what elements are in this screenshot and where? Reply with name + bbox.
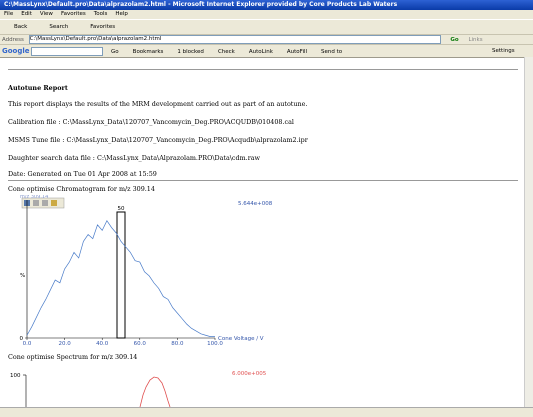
- go-button[interactable]: Go: [450, 37, 458, 43]
- toolbar: Back Search Favorites: [0, 19, 533, 35]
- browser-window: C:\MassLynx\Default.pro\Data\alprazolam2…: [0, 0, 533, 416]
- menu-bar: File Edit View Favorites Tools Help: [0, 10, 533, 19]
- x-tick-label: 40.0: [96, 341, 109, 347]
- menu-item[interactable]: Edit: [21, 11, 32, 17]
- google-item[interactable]: 1 blocked: [177, 49, 204, 55]
- spectrum-title: Cone optimise Spectrum for m/z 309.14: [8, 353, 137, 361]
- toolbar-button[interactable]: Search: [49, 24, 68, 30]
- report-line: This report displays the results of the …: [8, 100, 307, 108]
- menu-item[interactable]: View: [40, 11, 53, 17]
- x-label: Cone Voltage / V: [218, 336, 264, 342]
- x-tick-label: 0.0: [23, 341, 32, 347]
- icon[interactable]: [33, 200, 39, 206]
- menu-item[interactable]: Help: [115, 11, 128, 17]
- content: Autotune Report This report displays the…: [0, 57, 524, 407]
- google-item[interactable]: Bookmarks: [133, 49, 164, 55]
- address-label: Address: [2, 37, 24, 43]
- report-heading: Autotune Report: [8, 84, 68, 92]
- x-tick-label: 80.0: [171, 341, 184, 347]
- chart-title: Cone optimise Chromatogram for m/z 309.1…: [8, 185, 155, 193]
- address-field[interactable]: C:\MassLynx\Default.pro\Data\alprazolam2…: [29, 35, 441, 44]
- report-line: Date: Generated on Tue 01 Apr 2008 at 15…: [8, 170, 157, 178]
- toolbar-button[interactable]: Back: [14, 24, 27, 30]
- marker-label: 50: [118, 206, 125, 212]
- report-line: Daughter search data file : C:\MassLynx_…: [8, 154, 260, 162]
- links[interactable]: Links: [468, 37, 482, 43]
- ion-label: m/z 309.14: [20, 195, 48, 200]
- google-item[interactable]: AutoFill: [287, 49, 307, 55]
- intensity-label: 6.000e+005: [232, 371, 267, 377]
- y-label: %: [20, 273, 25, 279]
- marker: [117, 212, 125, 338]
- google-item[interactable]: Send to: [321, 49, 342, 55]
- spectrum: 100 6.000e+005: [0, 365, 300, 407]
- x-tick-label: 60.0: [134, 341, 147, 347]
- rule: [8, 69, 518, 70]
- spectrum-curve: [140, 377, 170, 407]
- menu-item[interactable]: Tools: [94, 11, 108, 17]
- google-item[interactable]: Check: [218, 49, 235, 55]
- google-brand: Google: [2, 47, 30, 55]
- icon[interactable]: [42, 200, 48, 206]
- page: report {"window": {"title": "C:\\MassLyn…: [0, 0, 533, 416]
- menu-item[interactable]: File: [4, 11, 13, 17]
- toolbar-button[interactable]: Favorites: [90, 24, 115, 30]
- intensity-label: 5.644e+008: [238, 201, 273, 207]
- google-items: Go Bookmarks 1 blocked Check AutoLink AutoFil…: [111, 49, 356, 55]
- google-item[interactable]: Go: [111, 49, 119, 55]
- icon[interactable]: [51, 200, 57, 206]
- google-toolbar: Google Go Bookmarks 1 blocked Check AutoLink…: [0, 44, 533, 58]
- y-tick-label: 0: [20, 336, 24, 342]
- rule: [8, 180, 518, 181]
- window-title: C:\MassLynx\Default.pro\Data\alprazolam2…: [4, 1, 397, 8]
- google-item[interactable]: AutoLink: [249, 49, 273, 55]
- settings[interactable]: Settings: [492, 45, 515, 57]
- y-tick-label: 100: [10, 373, 21, 379]
- scrollbar[interactable]: [524, 57, 533, 407]
- report-line: MSMS Tune file : C:\MassLynx_Data\120707…: [8, 136, 308, 144]
- x-tick-label: 20.0: [58, 341, 71, 347]
- menu-item[interactable]: Favorites: [61, 11, 86, 17]
- report-line: Calibration file : C:\MassLynx_Data\1207…: [8, 118, 294, 126]
- title-bar: C:\MassLynx\Default.pro\Data\alprazolam2…: [0, 0, 533, 10]
- search-field[interactable]: [31, 47, 103, 56]
